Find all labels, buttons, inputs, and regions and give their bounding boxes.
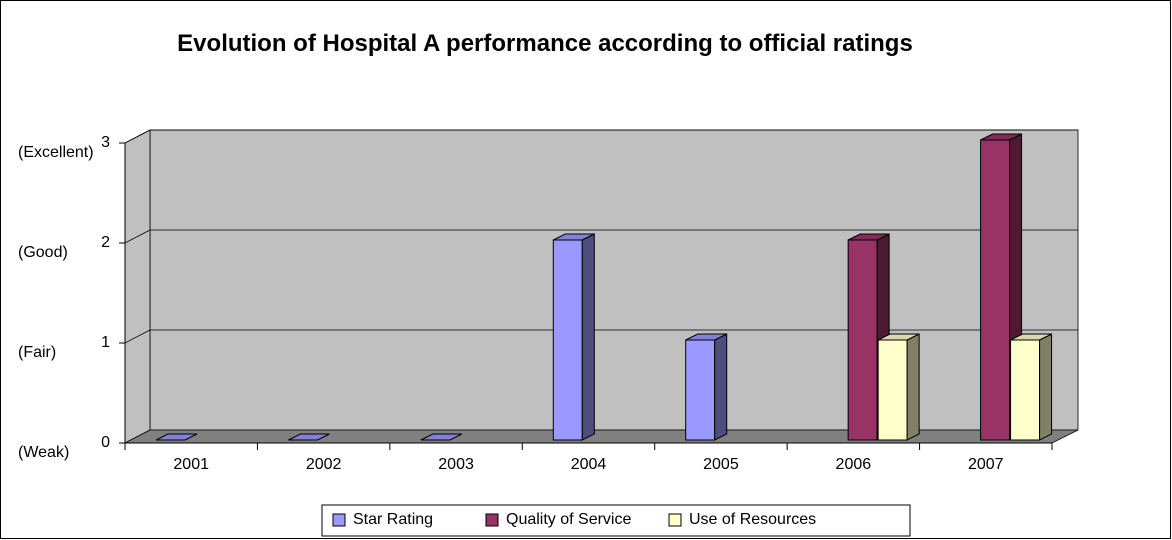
x-tick-label: 2001 bbox=[173, 456, 209, 473]
grid-line bbox=[124, 129, 151, 144]
bar-top bbox=[288, 433, 330, 441]
bar-front bbox=[980, 139, 1011, 441]
x-tick-label: 2003 bbox=[438, 456, 474, 473]
bar bbox=[552, 233, 595, 441]
chart-title: Evolution of Hospital A performance acco… bbox=[177, 30, 913, 57]
bar bbox=[1010, 333, 1053, 441]
bar-top bbox=[155, 433, 198, 441]
bar bbox=[155, 433, 198, 441]
bar bbox=[288, 433, 330, 441]
y-tick-description: (Weak) bbox=[18, 444, 69, 461]
bar-side bbox=[1039, 333, 1053, 441]
x-tick-label: 2007 bbox=[968, 456, 1004, 473]
bar bbox=[877, 333, 920, 441]
back-wall bbox=[149, 129, 1079, 431]
y-tick-description: (Good) bbox=[18, 244, 68, 261]
bar-top bbox=[980, 133, 1022, 141]
grid-line bbox=[124, 229, 151, 244]
y-tick-label: 1 bbox=[101, 334, 110, 351]
y-tick-description: (Fair) bbox=[18, 344, 56, 361]
legend-box bbox=[321, 504, 911, 537]
bar-front bbox=[685, 339, 716, 441]
x-tick-label: 2002 bbox=[306, 456, 342, 473]
legend-swatch bbox=[485, 513, 499, 527]
x-tick-label: 2005 bbox=[703, 456, 739, 473]
bar-top bbox=[1010, 333, 1052, 341]
bar-side bbox=[906, 333, 920, 441]
bar-top bbox=[420, 433, 463, 441]
bar-front bbox=[847, 239, 878, 441]
plot: 0 (Weak) 1 (Fair) 2 (Good) 3 (Excellent) 2001 200… bbox=[18, 129, 1078, 473]
legend-swatch bbox=[332, 513, 346, 527]
legend-swatch bbox=[668, 513, 682, 527]
legend-label: Use of Resources bbox=[689, 511, 816, 528]
x-tick-label: 2006 bbox=[836, 456, 872, 473]
bar-front bbox=[877, 339, 908, 441]
bar-top bbox=[553, 233, 595, 241]
side-wall bbox=[124, 129, 151, 444]
floor bbox=[124, 429, 1079, 444]
y-tick-description: (Excellent) bbox=[18, 144, 94, 161]
y-tick-label: 2 bbox=[101, 234, 110, 251]
bar-top bbox=[685, 333, 727, 341]
y-tick-label: 3 bbox=[101, 134, 110, 151]
bar bbox=[420, 433, 463, 441]
bar bbox=[685, 333, 728, 441]
bar-front bbox=[552, 239, 583, 441]
y-tick-label: 0 bbox=[101, 434, 110, 451]
bar-front bbox=[1010, 339, 1041, 441]
x-tick-label: 2004 bbox=[571, 456, 607, 473]
legend-label: Star Rating bbox=[353, 511, 433, 528]
bar-top bbox=[877, 333, 920, 341]
bar-side bbox=[581, 233, 595, 441]
legend-label: Quality of Service bbox=[506, 511, 631, 528]
grid-line bbox=[124, 329, 151, 344]
bar-top bbox=[847, 233, 890, 241]
bar-side bbox=[714, 333, 728, 441]
